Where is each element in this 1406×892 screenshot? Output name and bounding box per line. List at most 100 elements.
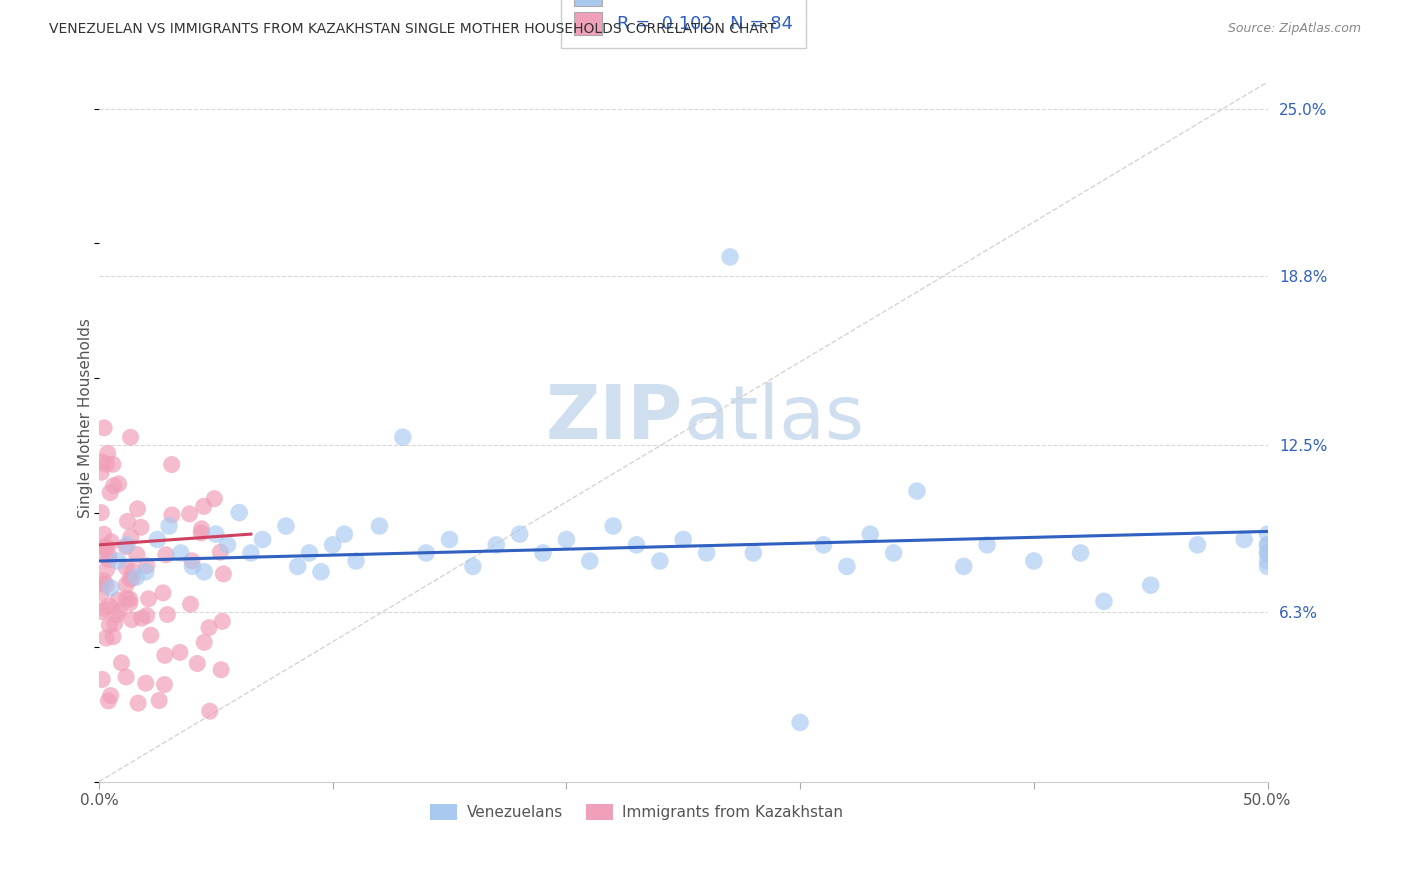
Point	[212, 566, 235, 581]
Point	[160, 508, 183, 522]
Point	[193, 565, 215, 579]
Point	[121, 564, 143, 578]
Point	[107, 476, 129, 491]
Point	[976, 538, 998, 552]
Point	[309, 565, 332, 579]
Point	[186, 657, 208, 671]
Point	[115, 670, 138, 684]
Point	[152, 586, 174, 600]
Point	[91, 455, 114, 469]
Point	[1257, 546, 1279, 560]
Point	[461, 559, 484, 574]
Point	[626, 538, 648, 552]
Point	[1257, 546, 1279, 560]
Point	[157, 519, 180, 533]
Point	[96, 631, 118, 645]
Point	[160, 458, 183, 472]
Point	[170, 546, 193, 560]
Text: ZIP: ZIP	[546, 382, 683, 455]
Point	[115, 578, 138, 592]
Legend: Venezuelans, Immigrants from Kazakhstan: Venezuelans, Immigrants from Kazakhstan	[423, 798, 849, 826]
Point	[905, 484, 928, 499]
Point	[1092, 594, 1115, 608]
Point	[96, 562, 118, 576]
Point	[298, 546, 321, 560]
Point	[115, 538, 138, 552]
Point	[117, 515, 139, 529]
Point	[1139, 578, 1161, 592]
Point	[578, 554, 600, 568]
Point	[93, 574, 115, 588]
Point	[718, 250, 741, 264]
Point	[93, 421, 115, 435]
Point	[94, 601, 117, 615]
Point	[104, 616, 127, 631]
Point	[1257, 538, 1279, 552]
Point	[93, 540, 115, 554]
Point	[118, 592, 141, 607]
Point	[108, 604, 131, 618]
Point	[198, 621, 221, 635]
Point	[193, 500, 215, 514]
Point	[100, 689, 122, 703]
Point	[96, 540, 118, 554]
Point	[1233, 533, 1256, 547]
Point	[115, 591, 138, 606]
Point	[322, 538, 344, 552]
Point	[193, 635, 215, 649]
Point	[135, 558, 157, 573]
Point	[98, 599, 121, 614]
Point	[274, 519, 297, 533]
Point	[103, 478, 125, 492]
Text: VENEZUELAN VS IMMIGRANTS FROM KAZAKHSTAN SINGLE MOTHER HOUSEHOLDS CORRELATION CH: VENEZUELAN VS IMMIGRANTS FROM KAZAKHSTAN…	[49, 22, 776, 37]
Point	[146, 533, 169, 547]
Point	[179, 597, 201, 611]
Point	[368, 519, 391, 533]
Text: atlas: atlas	[683, 382, 865, 455]
Point	[138, 591, 160, 606]
Point	[252, 533, 274, 547]
Point	[90, 586, 112, 600]
Point	[120, 430, 142, 444]
Point	[90, 547, 112, 561]
Point	[648, 554, 671, 568]
Point	[391, 430, 413, 444]
Point	[115, 540, 138, 554]
Point	[1257, 538, 1279, 552]
Point	[1070, 546, 1092, 560]
Point	[125, 548, 148, 562]
Point	[91, 673, 114, 687]
Point	[125, 570, 148, 584]
Point	[181, 554, 204, 568]
Point	[439, 533, 461, 547]
Point	[139, 628, 162, 642]
Point	[90, 605, 112, 619]
Point	[115, 560, 138, 574]
Point	[555, 533, 578, 547]
Point	[153, 677, 176, 691]
Point	[135, 608, 157, 623]
Point	[217, 538, 239, 552]
Point	[1257, 554, 1279, 568]
Point	[179, 507, 201, 521]
Point	[696, 546, 718, 560]
Point	[531, 546, 554, 560]
Point	[110, 656, 132, 670]
Point	[135, 565, 157, 579]
Point	[672, 533, 695, 547]
Point	[121, 571, 143, 585]
Point	[205, 527, 228, 541]
Point	[94, 578, 117, 592]
Point	[120, 530, 142, 544]
Point	[485, 538, 508, 552]
Point	[100, 581, 122, 595]
Point	[209, 545, 232, 559]
Point	[98, 485, 121, 500]
Point	[835, 559, 858, 574]
Point	[198, 704, 221, 718]
Point	[415, 546, 437, 560]
Point	[107, 554, 129, 568]
Point	[1022, 554, 1045, 568]
Point	[211, 615, 233, 629]
Y-axis label: Single Mother Households: Single Mother Households	[79, 318, 93, 518]
